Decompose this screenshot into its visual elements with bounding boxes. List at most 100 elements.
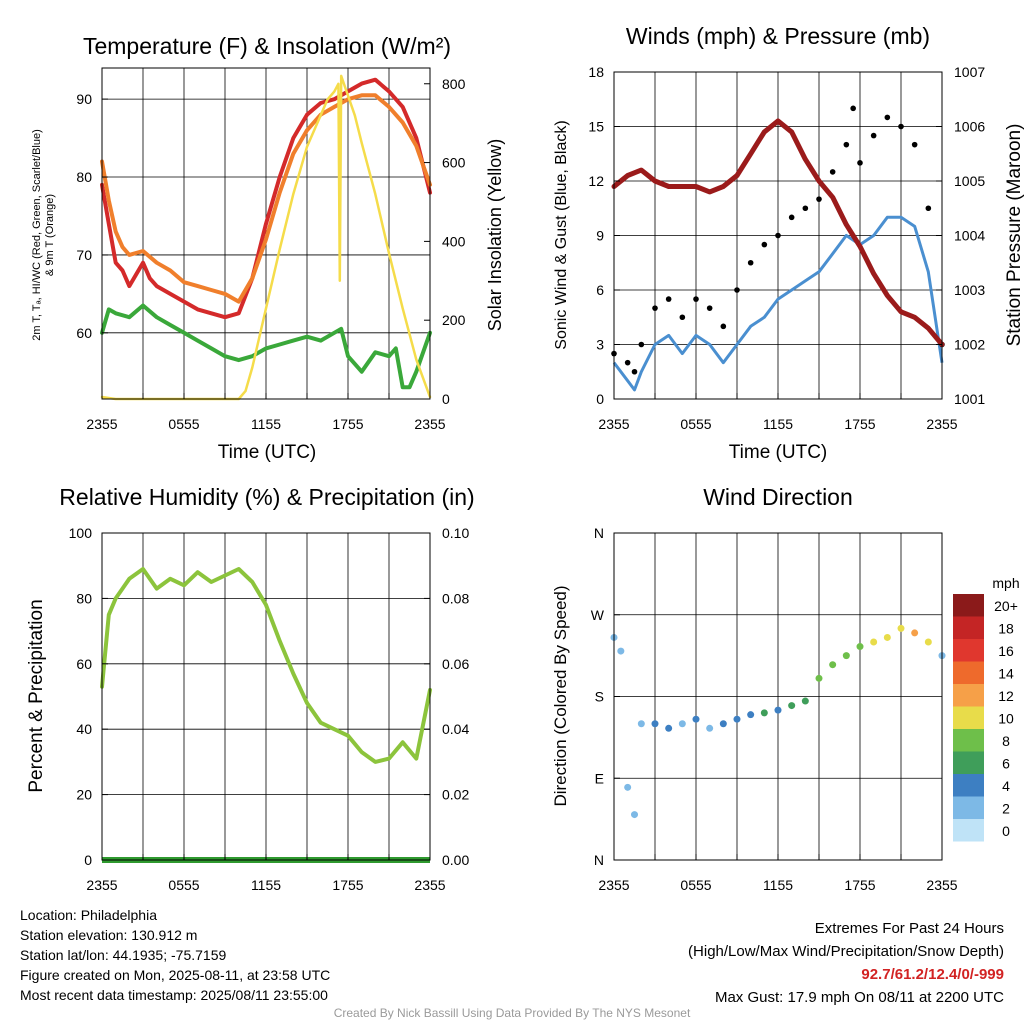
colorbar-label: 16 (998, 643, 1014, 659)
y-tick-label: 90 (76, 91, 92, 107)
x-tick-label: 2355 (414, 416, 445, 432)
y-tick-label: 6 (596, 282, 604, 298)
winds-plot-frame (613, 71, 943, 400)
series-line-sonic-wind (612, 215, 944, 392)
temperature-panel: Temperature (F) & Insolation (W/m²) Time… (31, 33, 505, 463)
y-tick-label: 60 (76, 325, 92, 341)
y-tick-label: 70 (76, 247, 92, 263)
y2-tick-label: 200 (442, 312, 466, 328)
y2-tick-label: 1001 (954, 391, 985, 407)
winds-y-label-right: Station Pressure (Maroon) (1004, 124, 1024, 347)
station-latlon: Station lat/lon: 44.1935; -75.7159 (20, 947, 227, 963)
temperature-plot-frame (101, 67, 431, 400)
x-tick-label: 1155 (763, 416, 793, 432)
y2-tick-label: 1006 (954, 119, 985, 135)
x-tick-label: 0555 (680, 877, 711, 893)
extremes-info: Extremes For Past 24 Hours (High/Low/Max… (688, 917, 1004, 1009)
y-tick-label: 9 (596, 228, 604, 244)
direction-title: Wind Direction (703, 484, 853, 510)
y-tick-label: 15 (588, 119, 604, 135)
y-tick-label: W (591, 607, 605, 623)
x-tick-label: 2355 (598, 877, 629, 893)
colorbar-swatch (953, 639, 984, 662)
direction-point (924, 638, 932, 646)
max-gust: Max Gust: 17.9 mph On 08/11 at 2200 UTC (714, 989, 1004, 1006)
y2-tick-label: 1007 (954, 64, 985, 80)
x-tick-label: 1155 (251, 877, 281, 893)
direction-panel: Wind Direction Direction (Colored By Spe… (551, 484, 1020, 893)
direction-point (815, 674, 823, 682)
gust-point (802, 205, 809, 212)
colorbar-swatch (953, 751, 984, 774)
gust-point (911, 141, 918, 148)
gust-point (747, 259, 754, 266)
direction-point (842, 652, 850, 660)
colorbar-swatch (953, 706, 984, 729)
direction-point (788, 702, 796, 710)
x-tick-label: 0555 (680, 416, 711, 432)
gust-point (898, 123, 904, 130)
gust-point (884, 114, 891, 121)
y-tick-label: 0 (596, 391, 604, 407)
x-tick-label: 2355 (414, 877, 445, 893)
direction-point (678, 720, 686, 728)
humidity-y-label-left: Percent & Precipitation (26, 599, 47, 792)
colorbar-label: 20+ (994, 598, 1018, 614)
y2-tick-label: 1005 (954, 173, 985, 189)
y2-tick-label: 1004 (954, 228, 985, 244)
x-tick-label: 0555 (168, 416, 199, 432)
x-tick-label: 1155 (763, 877, 793, 893)
colorbar-swatch (953, 796, 984, 819)
y-tick-label: 40 (76, 721, 92, 737)
colorbar-swatch (953, 594, 984, 617)
station-location: Location: Philadelphia (20, 907, 157, 923)
series-line-td (100, 303, 432, 390)
direction-point (870, 638, 878, 646)
gust-point (925, 205, 932, 212)
y-tick-label: 60 (76, 656, 92, 672)
colorbar-label: 8 (1002, 733, 1010, 749)
humidity-panel: Relative Humidity (%) & Precipitation (i… (26, 484, 475, 893)
gust-point (665, 296, 672, 302)
credit-line: Created By Nick Bassill Using Data Provi… (333, 1006, 691, 1020)
y2-tick-label: 0.10 (442, 525, 469, 541)
y2-tick-label: 600 (442, 155, 466, 171)
temperature-title: Temperature (F) & Insolation (W/m²) (83, 33, 451, 59)
gust-point (624, 359, 631, 366)
y-tick-label: 80 (76, 169, 92, 185)
y2-tick-label: 0.00 (442, 852, 469, 868)
gust-point (775, 232, 781, 239)
colorbar-label: 2 (1002, 801, 1010, 817)
gust-point (638, 341, 645, 348)
x-tick-label: 2355 (86, 877, 117, 893)
y2-tick-label: 0.06 (442, 656, 469, 672)
colorbar-label: 18 (998, 621, 1014, 637)
direction-point (692, 715, 700, 723)
gust-point (706, 305, 713, 311)
direction-point (624, 783, 632, 791)
direction-point (665, 724, 673, 732)
direction-point (637, 720, 645, 728)
x-tick-label: 2355 (926, 416, 957, 432)
colorbar-swatch (953, 774, 984, 797)
direction-point (883, 633, 891, 641)
direction-point (719, 720, 727, 728)
direction-point (911, 629, 919, 637)
series-line-2m-t (100, 77, 432, 320)
y2-tick-label: 0.08 (442, 590, 469, 606)
y2-tick-label: 0.02 (442, 787, 469, 803)
humidity-plot-frame (101, 532, 431, 861)
gust-point (631, 368, 638, 375)
colorbar-swatch (953, 819, 984, 842)
direction-point (631, 811, 638, 819)
gust-point (870, 132, 877, 139)
direction-plot-frame (613, 532, 943, 861)
y-tick-label: 18 (588, 64, 604, 80)
gust-point (850, 105, 856, 112)
y-tick-label: E (595, 770, 604, 786)
y2-tick-label: 800 (442, 76, 466, 92)
direction-point (651, 720, 659, 728)
colorbar-title: mph (992, 575, 1019, 591)
direction-point (706, 724, 714, 732)
